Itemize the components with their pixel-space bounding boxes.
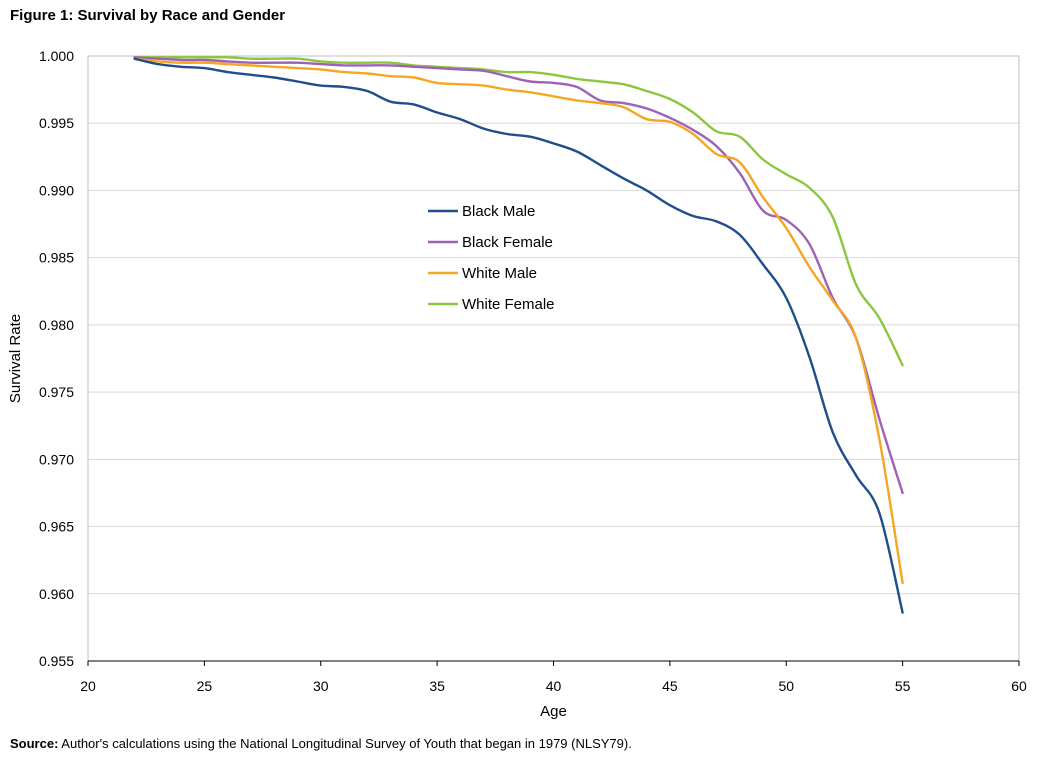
source-label: Source: [10,736,59,751]
series-lines [133,56,904,614]
y-tick-label: 0.985 [39,250,74,266]
y-tick-label: 0.980 [39,317,74,333]
x-tick-label: 50 [778,678,794,694]
x-tick-label: 25 [197,678,213,694]
y-tick-label: 0.975 [39,384,74,400]
figure-title: Figure 1: Survival by Race and Gender [10,7,286,24]
x-axis-title: Age [540,703,567,720]
x-tick-label: 40 [546,678,562,694]
y-tick-label: 0.960 [39,586,74,602]
legend-label: Black Male [462,203,535,220]
plot-frame [87,55,1020,662]
y-tick-labels: 0.955 0.960 0.965 0.970 0.975 0.980 0.985 0.990… [39,48,74,669]
series-line-white-male [133,57,904,585]
legend-label: White Male [462,265,537,282]
legend-label: White Female [462,296,555,313]
axes [87,55,1020,666]
y-tick-label: 0.990 [39,182,74,198]
x-tick-label: 45 [662,678,678,694]
series-line-black-male [133,57,904,614]
y-axis-title: Survival Rate [7,314,24,403]
y-tick-label: 0.965 [39,519,74,535]
y-tick-label: 0.995 [39,115,74,131]
gridlines [88,55,1019,662]
source-note: Source: Author's calculations using the … [10,736,632,751]
legend-label: Black Female [462,234,553,251]
x-tick-label: 35 [429,678,445,694]
y-tick-label: 0.955 [39,653,74,669]
source-text: Author's calculations using the National… [58,736,632,751]
x-tick-labels: 20 25 30 35 40 45 50 55 60 [80,678,1027,694]
x-tick-label: 60 [1011,678,1027,694]
y-tick-label: 0.970 [39,451,74,467]
x-tick-label: 55 [895,678,911,694]
x-tick-label: 20 [80,678,96,694]
series-line-black-female [133,56,904,495]
series-line-white-female [133,56,904,367]
y-tick-label: 1.000 [39,48,74,64]
x-tick-label: 30 [313,678,329,694]
legend: Black Male Black Female White Male White Fe… [428,203,555,313]
